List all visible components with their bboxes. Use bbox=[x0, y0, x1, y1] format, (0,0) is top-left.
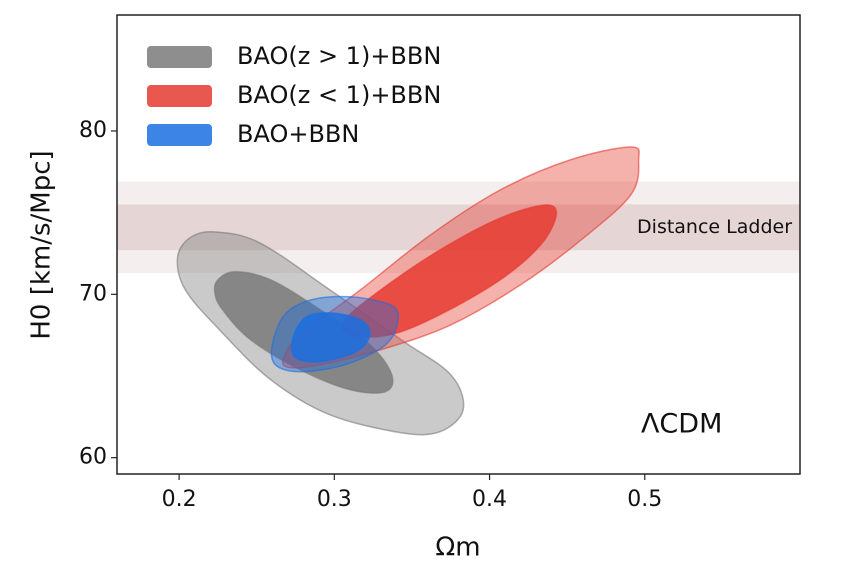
legend-swatch bbox=[147, 124, 212, 146]
x-axis-label: Ωm bbox=[435, 533, 480, 563]
annotation: ΛCDM bbox=[641, 408, 722, 439]
band-label: Distance Ladder bbox=[637, 216, 792, 238]
x-tick-label: 0.5 bbox=[627, 487, 662, 512]
contour-inner bbox=[341, 204, 558, 338]
legend-label: BAO(z > 1)+BBN bbox=[237, 42, 441, 70]
y-tick-label: 60 bbox=[79, 445, 107, 470]
frame bbox=[116, 14, 801, 475]
y-tick-label: 80 bbox=[79, 118, 107, 143]
x-tick-label: 0.3 bbox=[317, 487, 352, 512]
x-tick-label: 0.2 bbox=[162, 487, 197, 512]
y-tick-label: 70 bbox=[79, 281, 107, 306]
y-axis-label: H0 [km/s/Mpc] bbox=[27, 150, 57, 339]
legend-label: BAO+BBN bbox=[237, 120, 359, 148]
legend-swatch bbox=[147, 46, 212, 68]
legend-label: BAO(z < 1)+BBN bbox=[237, 81, 441, 109]
contour-inner bbox=[290, 311, 371, 363]
legend-swatch bbox=[147, 85, 212, 107]
x-tick-label: 0.4 bbox=[472, 487, 507, 512]
